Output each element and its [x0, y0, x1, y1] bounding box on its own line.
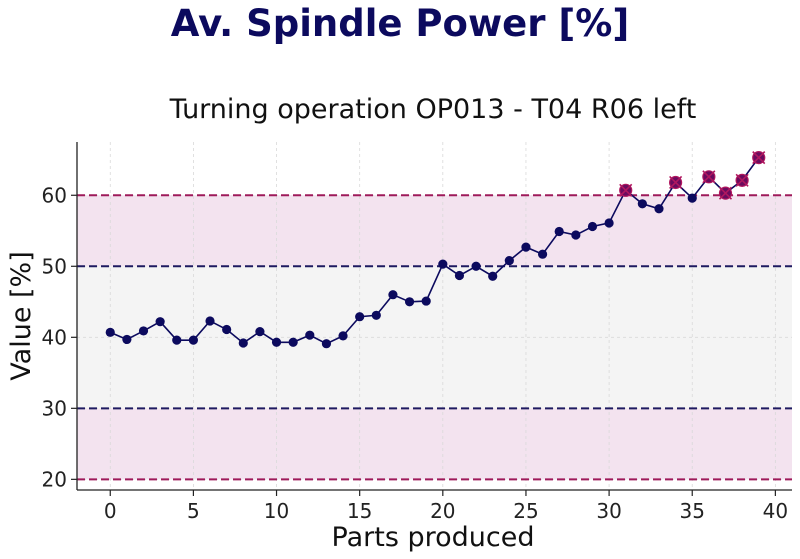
- flag-cross-38: [735, 173, 749, 187]
- x-tick-label-35: 35: [680, 499, 705, 523]
- data-point-11: [288, 337, 298, 347]
- data-point-1: [122, 334, 132, 345]
- data-point-21: [454, 270, 465, 281]
- y-axis-title: Value [%]: [6, 251, 37, 380]
- flag-cross-36: [702, 170, 716, 184]
- data-point-35: [687, 193, 697, 203]
- x-tick-label-20: 20: [430, 499, 455, 523]
- data-point-20: [438, 259, 448, 269]
- y-tick-label-50: 50: [42, 254, 67, 278]
- data-point-29: [587, 221, 598, 232]
- band-2: [77, 195, 792, 267]
- band-0: [77, 408, 792, 480]
- data-point-2: [138, 326, 149, 336]
- y-tick-label-60: 60: [42, 183, 67, 207]
- flag-cross-31: [619, 183, 633, 197]
- flag-cross-37: [718, 186, 733, 200]
- data-point-13: [321, 339, 332, 349]
- flag-cross-39: [752, 151, 766, 165]
- data-point-28: [571, 230, 581, 240]
- data-point-7: [222, 324, 232, 335]
- data-point-10: [271, 337, 282, 347]
- data-point-23: [488, 271, 498, 281]
- data-point-32: [637, 199, 647, 209]
- plot-area: 0 5 10 15 20 25 30 35 40 20 30 40 50 60: [42, 142, 792, 523]
- x-tick-label-10: 10: [264, 499, 289, 523]
- data-point-18: [404, 297, 415, 307]
- data-point-33: [654, 204, 664, 214]
- data-point-22: [471, 261, 481, 271]
- data-point-15: [355, 312, 365, 322]
- data-point-30: [604, 218, 614, 228]
- data-point-6: [205, 316, 215, 326]
- data-point-25: [521, 242, 531, 252]
- data-point-16: [371, 310, 381, 320]
- x-axis-title: Parts produced: [332, 522, 535, 553]
- data-point-0: [105, 327, 115, 337]
- data-point-27: [554, 226, 564, 237]
- data-point-24: [504, 256, 514, 266]
- data-point-3: [155, 317, 165, 327]
- x-tick-label-25: 25: [513, 499, 538, 523]
- x-tick-label-5: 5: [187, 499, 200, 523]
- page-title: Av. Spindle Power [%]: [170, 2, 630, 45]
- data-point-5: [188, 335, 198, 345]
- data-point-14: [338, 331, 348, 341]
- x-tick-label-30: 30: [596, 499, 621, 523]
- x-tick-label-0: 0: [104, 499, 117, 523]
- data-point-8: [238, 338, 248, 348]
- y-tick-label-30: 30: [42, 396, 67, 420]
- data-point-4: [172, 335, 182, 345]
- chart-title: Turning operation OP013 - T04 R06 left: [169, 94, 697, 125]
- data-point-26: [537, 249, 548, 259]
- data-point-12: [305, 330, 315, 340]
- data-point-19: [421, 296, 431, 306]
- series-line: [109, 157, 760, 345]
- data-point-9: [255, 327, 265, 337]
- data-point-17: [388, 290, 398, 300]
- flag-cross-34: [669, 175, 683, 190]
- y-tick-label-20: 20: [42, 467, 67, 491]
- x-tick-label-15: 15: [347, 499, 372, 523]
- x-tick-label-40: 40: [763, 499, 788, 523]
- y-tick-label-40: 40: [42, 325, 67, 349]
